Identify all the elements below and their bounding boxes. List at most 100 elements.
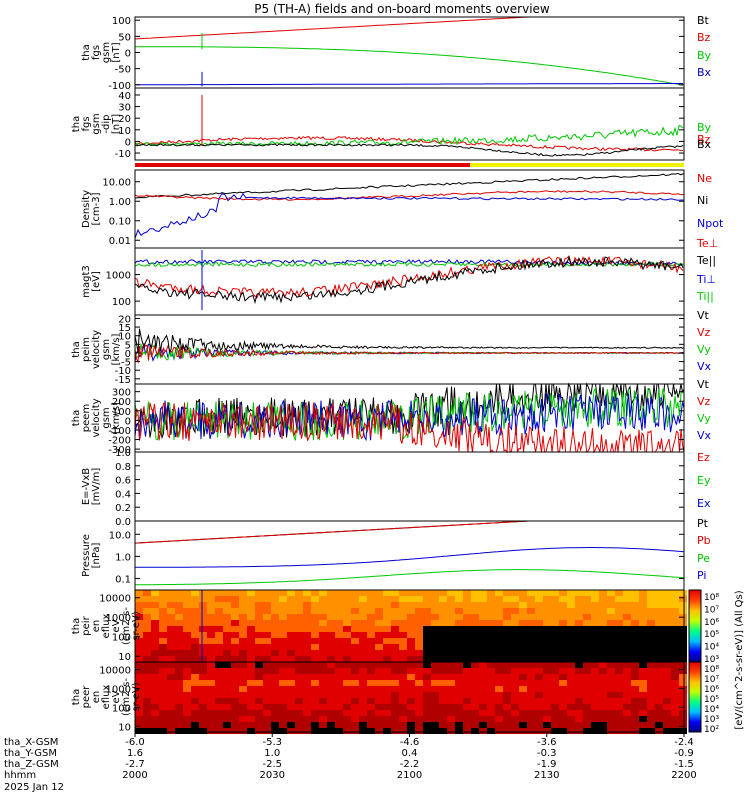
spectrogram-cell [183, 650, 191, 656]
spectrogram-cell [247, 686, 255, 692]
legend-entry: Bz [697, 31, 711, 44]
spectrogram-cell [399, 596, 407, 602]
spectrogram-cell [183, 626, 191, 632]
spectrogram-cell [631, 686, 639, 692]
spectrogram-cell [567, 638, 575, 644]
spectrogram-cell [663, 668, 671, 674]
spectrogram-cell [679, 620, 687, 626]
spectrogram-cell [415, 668, 423, 674]
spectrogram-cell [607, 596, 615, 602]
spectrogram-cell [295, 668, 303, 674]
spectrogram-cell [543, 674, 551, 680]
spectrogram-cell [375, 626, 383, 632]
spectrogram-cell [431, 716, 439, 722]
spectrogram-cell [343, 608, 351, 614]
spectrogram-cell [191, 626, 199, 632]
spectrogram-cell [359, 680, 367, 686]
spectrogram-cell [367, 668, 375, 674]
y-axis-label-line: eV [111, 690, 122, 703]
spectrogram-cell [399, 704, 407, 710]
pb-line [134, 520, 684, 544]
spectrogram-cell [423, 704, 431, 710]
spectrogram-cell [415, 620, 423, 626]
spectrogram-cell [535, 710, 543, 716]
spectrogram-cell [175, 686, 183, 692]
y-axis-label-line: gsm [101, 407, 112, 428]
spectrogram-cell [351, 704, 359, 710]
spectrogram-cell [479, 716, 487, 722]
spectrogram-cell [263, 680, 271, 686]
spectrogram-cell [191, 716, 199, 722]
spectrogram-cell [663, 590, 671, 596]
spectrogram-cell [663, 704, 671, 710]
legend-entry: Ne [697, 172, 712, 185]
spectrogram-cell [679, 644, 687, 650]
spectrogram-cell [671, 650, 679, 656]
spectrogram-cell [255, 620, 263, 626]
spectrogram-cell [295, 602, 303, 608]
spectrogram-cell [471, 632, 479, 638]
colorbar-tick-label: 10⁸ [704, 665, 719, 675]
spectrogram-cell [471, 644, 479, 650]
spectrogram-cell [415, 596, 423, 602]
y-tick-label: -200 [108, 436, 131, 447]
spectrogram-cell [615, 650, 623, 656]
spectrogram-cell [303, 692, 311, 698]
x-tick-label: -4.6 [400, 737, 420, 748]
spectrogram-cell [471, 626, 479, 632]
spectrogram-cell [359, 644, 367, 650]
spectrogram-cell [671, 644, 679, 650]
spectrogram-cell [247, 614, 255, 620]
spectrogram-cell [183, 686, 191, 692]
vt-line [134, 328, 685, 354]
spectrogram-cell [679, 686, 687, 692]
spectrogram-cell [231, 650, 239, 656]
npot-line [134, 193, 685, 239]
spectrogram-cell [167, 608, 175, 614]
spectrogram-cell [487, 620, 495, 626]
spectrogram-cell [143, 704, 151, 710]
panels: 100500-50-100thafgsgsm[nT]BtBzByBx403020… [71, 14, 724, 734]
spectrogram-cell [351, 674, 359, 680]
spectrogram-cell [391, 674, 399, 680]
spectrogram-cell [143, 632, 151, 638]
spectrogram-cell [319, 692, 327, 698]
panel-frame [134, 520, 685, 591]
spectrogram-cell [439, 680, 447, 686]
spectrogram-cell [183, 620, 191, 626]
spectrogram-cell [159, 656, 167, 662]
spectrogram-cell [255, 638, 263, 644]
pi-line [135, 547, 685, 568]
spectrogram-cell [447, 602, 455, 608]
spectrogram-cell [503, 644, 511, 650]
y-tick-label: 100 [112, 297, 131, 308]
spectrogram-cell [383, 674, 391, 680]
spectrogram-cell [255, 716, 263, 722]
spectrogram-cell [479, 614, 487, 620]
spectrogram-cell [327, 722, 335, 728]
spectrogram-cell [423, 644, 431, 650]
spectrogram-cell [415, 608, 423, 614]
spectrogram-cell [159, 680, 167, 686]
spectrogram-cell [455, 644, 463, 650]
spectrogram-cell [311, 674, 319, 680]
spectrogram-cell [135, 680, 143, 686]
spectrogram-cell [327, 620, 335, 626]
spectrogram-cell [671, 680, 679, 686]
spectrogram-cell [359, 662, 367, 668]
legend-entry: Vt [697, 309, 710, 322]
spectrogram-cell [431, 686, 439, 692]
spectrogram-cell [207, 704, 215, 710]
spectrogram-cell [623, 710, 631, 716]
spectrogram-cell [455, 686, 463, 692]
spectrogram-cell [591, 692, 599, 698]
spectrogram-cell [143, 656, 151, 662]
spectrogram-cell [343, 590, 351, 596]
colorbar-tick-label: 10⁸ [704, 593, 719, 603]
spectrogram-cell [263, 602, 271, 608]
vz-line [134, 342, 685, 364]
spectrogram-cell [527, 722, 535, 728]
spectrogram-cell [551, 632, 559, 638]
spectrogram-cell [503, 602, 511, 608]
spectrogram-cell [335, 698, 343, 704]
